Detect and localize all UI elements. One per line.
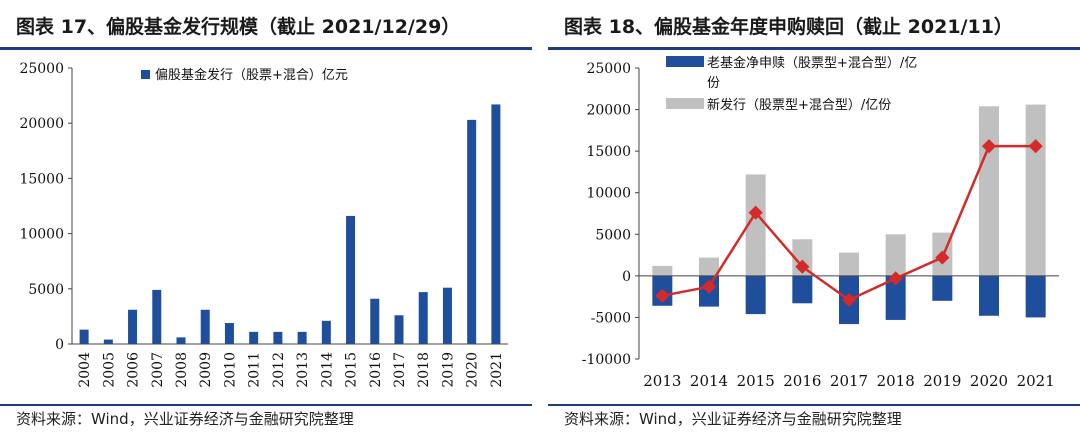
x-tick-label: 2019 (923, 372, 961, 390)
x-tick-label: 2019 (440, 352, 456, 388)
bar (346, 215, 356, 344)
x-tick-label: 2011 (247, 352, 263, 388)
x-tick-label: 2021 (1017, 372, 1055, 390)
right-source-note: 资料来源：Wind，兴业证券经济与金融研究院整理 (564, 410, 902, 428)
y-tick-label: -10000 (582, 352, 631, 368)
bar-new-issuance (652, 265, 673, 276)
total-point (981, 139, 997, 154)
left-chart-panel: 图表 17、偏股基金发行规模（截止 2021/12/29） 0 5000 10000… (0, 0, 532, 447)
y-tick-label: 10000 (19, 227, 64, 243)
right-title-rule (548, 47, 1080, 50)
legend-label: 偏股基金发行（股票+混合）亿元 (155, 67, 348, 83)
bar-new-issuance (745, 174, 766, 276)
bar-new-issuance (979, 106, 999, 276)
x-tick-label: 2016 (783, 372, 821, 390)
bar (249, 331, 259, 344)
bar-net-redemption (1025, 275, 1046, 318)
bar (103, 339, 113, 344)
bar-net-redemption (979, 275, 999, 316)
y-tick-label: 15000 (586, 144, 631, 160)
bar (394, 315, 404, 344)
right-combo-chart: -10000 -5000 0 5000 10000 15000 20000 25000 2013… (582, 55, 1059, 390)
legend-swatch (141, 70, 150, 79)
x-tick-label: 2015 (737, 372, 775, 390)
y-tick-label: 25000 (19, 61, 64, 77)
bar (491, 104, 501, 344)
left-bar-chart: 0 5000 10000 15000 20000 25000 2004 2005 2006 200… (19, 61, 508, 388)
x-tick-label: 2018 (877, 372, 915, 390)
y-tick-label: 25000 (586, 61, 631, 77)
x-tick-label: 2014 (319, 352, 335, 388)
total-point (701, 279, 717, 294)
bar-new-issuance (839, 252, 859, 276)
y-tick-label: -5000 (591, 310, 631, 326)
y-tick-label: 20000 (19, 116, 64, 132)
legend-swatch-net-redemption (666, 56, 704, 67)
y-tick-label: 0 (622, 269, 631, 285)
bar (297, 331, 307, 344)
bar-new-issuance (699, 257, 719, 276)
bar-new-issuance (885, 234, 906, 276)
x-tick-label: 2010 (222, 352, 238, 388)
x-tick-label: 2012 (271, 352, 287, 388)
x-tick-label: 2014 (690, 372, 728, 390)
x-tick-label: 2006 (126, 352, 142, 388)
legend-label-net-redemption: 老基金净申赎（股票型+混合型）/亿 (707, 55, 917, 71)
x-tick-label: 2020 (465, 352, 481, 388)
x-tick-label: 2020 (970, 372, 1008, 390)
legend-label-new-issuance: 新发行（股票型+混合型）/亿份 (707, 97, 891, 113)
total-point (795, 259, 810, 274)
left-chart-title: 图表 17、偏股基金发行规模（截止 2021/12/29） (16, 16, 461, 38)
right-chart-title: 图表 18、偏股基金年度申购赎回（截止 2021/11） (564, 16, 1013, 38)
bar-net-redemption (745, 275, 766, 315)
bar-net-redemption (792, 275, 813, 304)
bar (224, 323, 234, 344)
x-tick-label: 2005 (101, 352, 117, 388)
x-tick-label: 2018 (416, 352, 432, 388)
y-tick-label: 5000 (595, 227, 631, 243)
bar (79, 329, 89, 344)
bar (200, 309, 210, 344)
bar (152, 289, 162, 344)
bar (273, 331, 283, 344)
left-source-note: 资料来源：Wind，兴业证券经济与金融研究院整理 (16, 410, 354, 428)
left-bottom-rule (0, 404, 532, 406)
x-tick-label: 2017 (392, 352, 408, 388)
y-tick-label: 10000 (586, 186, 631, 202)
x-tick-label: 2007 (150, 352, 166, 388)
y-tick-label: 5000 (28, 282, 64, 298)
legend-swatch-new-issuance (666, 98, 704, 109)
total-point (748, 205, 763, 220)
y-tick-label: 20000 (586, 103, 631, 119)
bar (467, 119, 477, 344)
legend-label-net-redemption-wrap: 份 (707, 76, 720, 91)
x-tick-label: 2004 (77, 352, 93, 388)
bar-net-redemption (932, 275, 953, 301)
right-bottom-rule (548, 404, 1080, 406)
bar (321, 320, 331, 344)
x-tick-label: 2021 (489, 352, 505, 388)
x-tick-label: 2015 (344, 352, 360, 388)
bar-net-redemption (885, 275, 906, 320)
right-chart-panel: 图表 18、偏股基金年度申购赎回（截止 2021/11） -10000 -5000… (548, 0, 1080, 447)
bar (418, 292, 428, 344)
bar (442, 287, 452, 344)
x-tick-label: 2017 (830, 372, 868, 390)
y-tick-label: 15000 (19, 171, 64, 187)
y-tick-label: 0 (55, 337, 64, 353)
x-tick-label: 2013 (643, 372, 681, 390)
x-tick-label: 2009 (198, 352, 214, 388)
x-tick-label: 2013 (295, 352, 311, 388)
bar (176, 337, 186, 344)
left-title-rule (0, 47, 532, 50)
bar-new-issuance (1025, 104, 1046, 276)
bar (128, 309, 138, 344)
x-tick-label: 2008 (174, 352, 190, 388)
bar (370, 298, 380, 344)
total-point (841, 292, 857, 308)
x-tick-label: 2016 (368, 352, 384, 388)
